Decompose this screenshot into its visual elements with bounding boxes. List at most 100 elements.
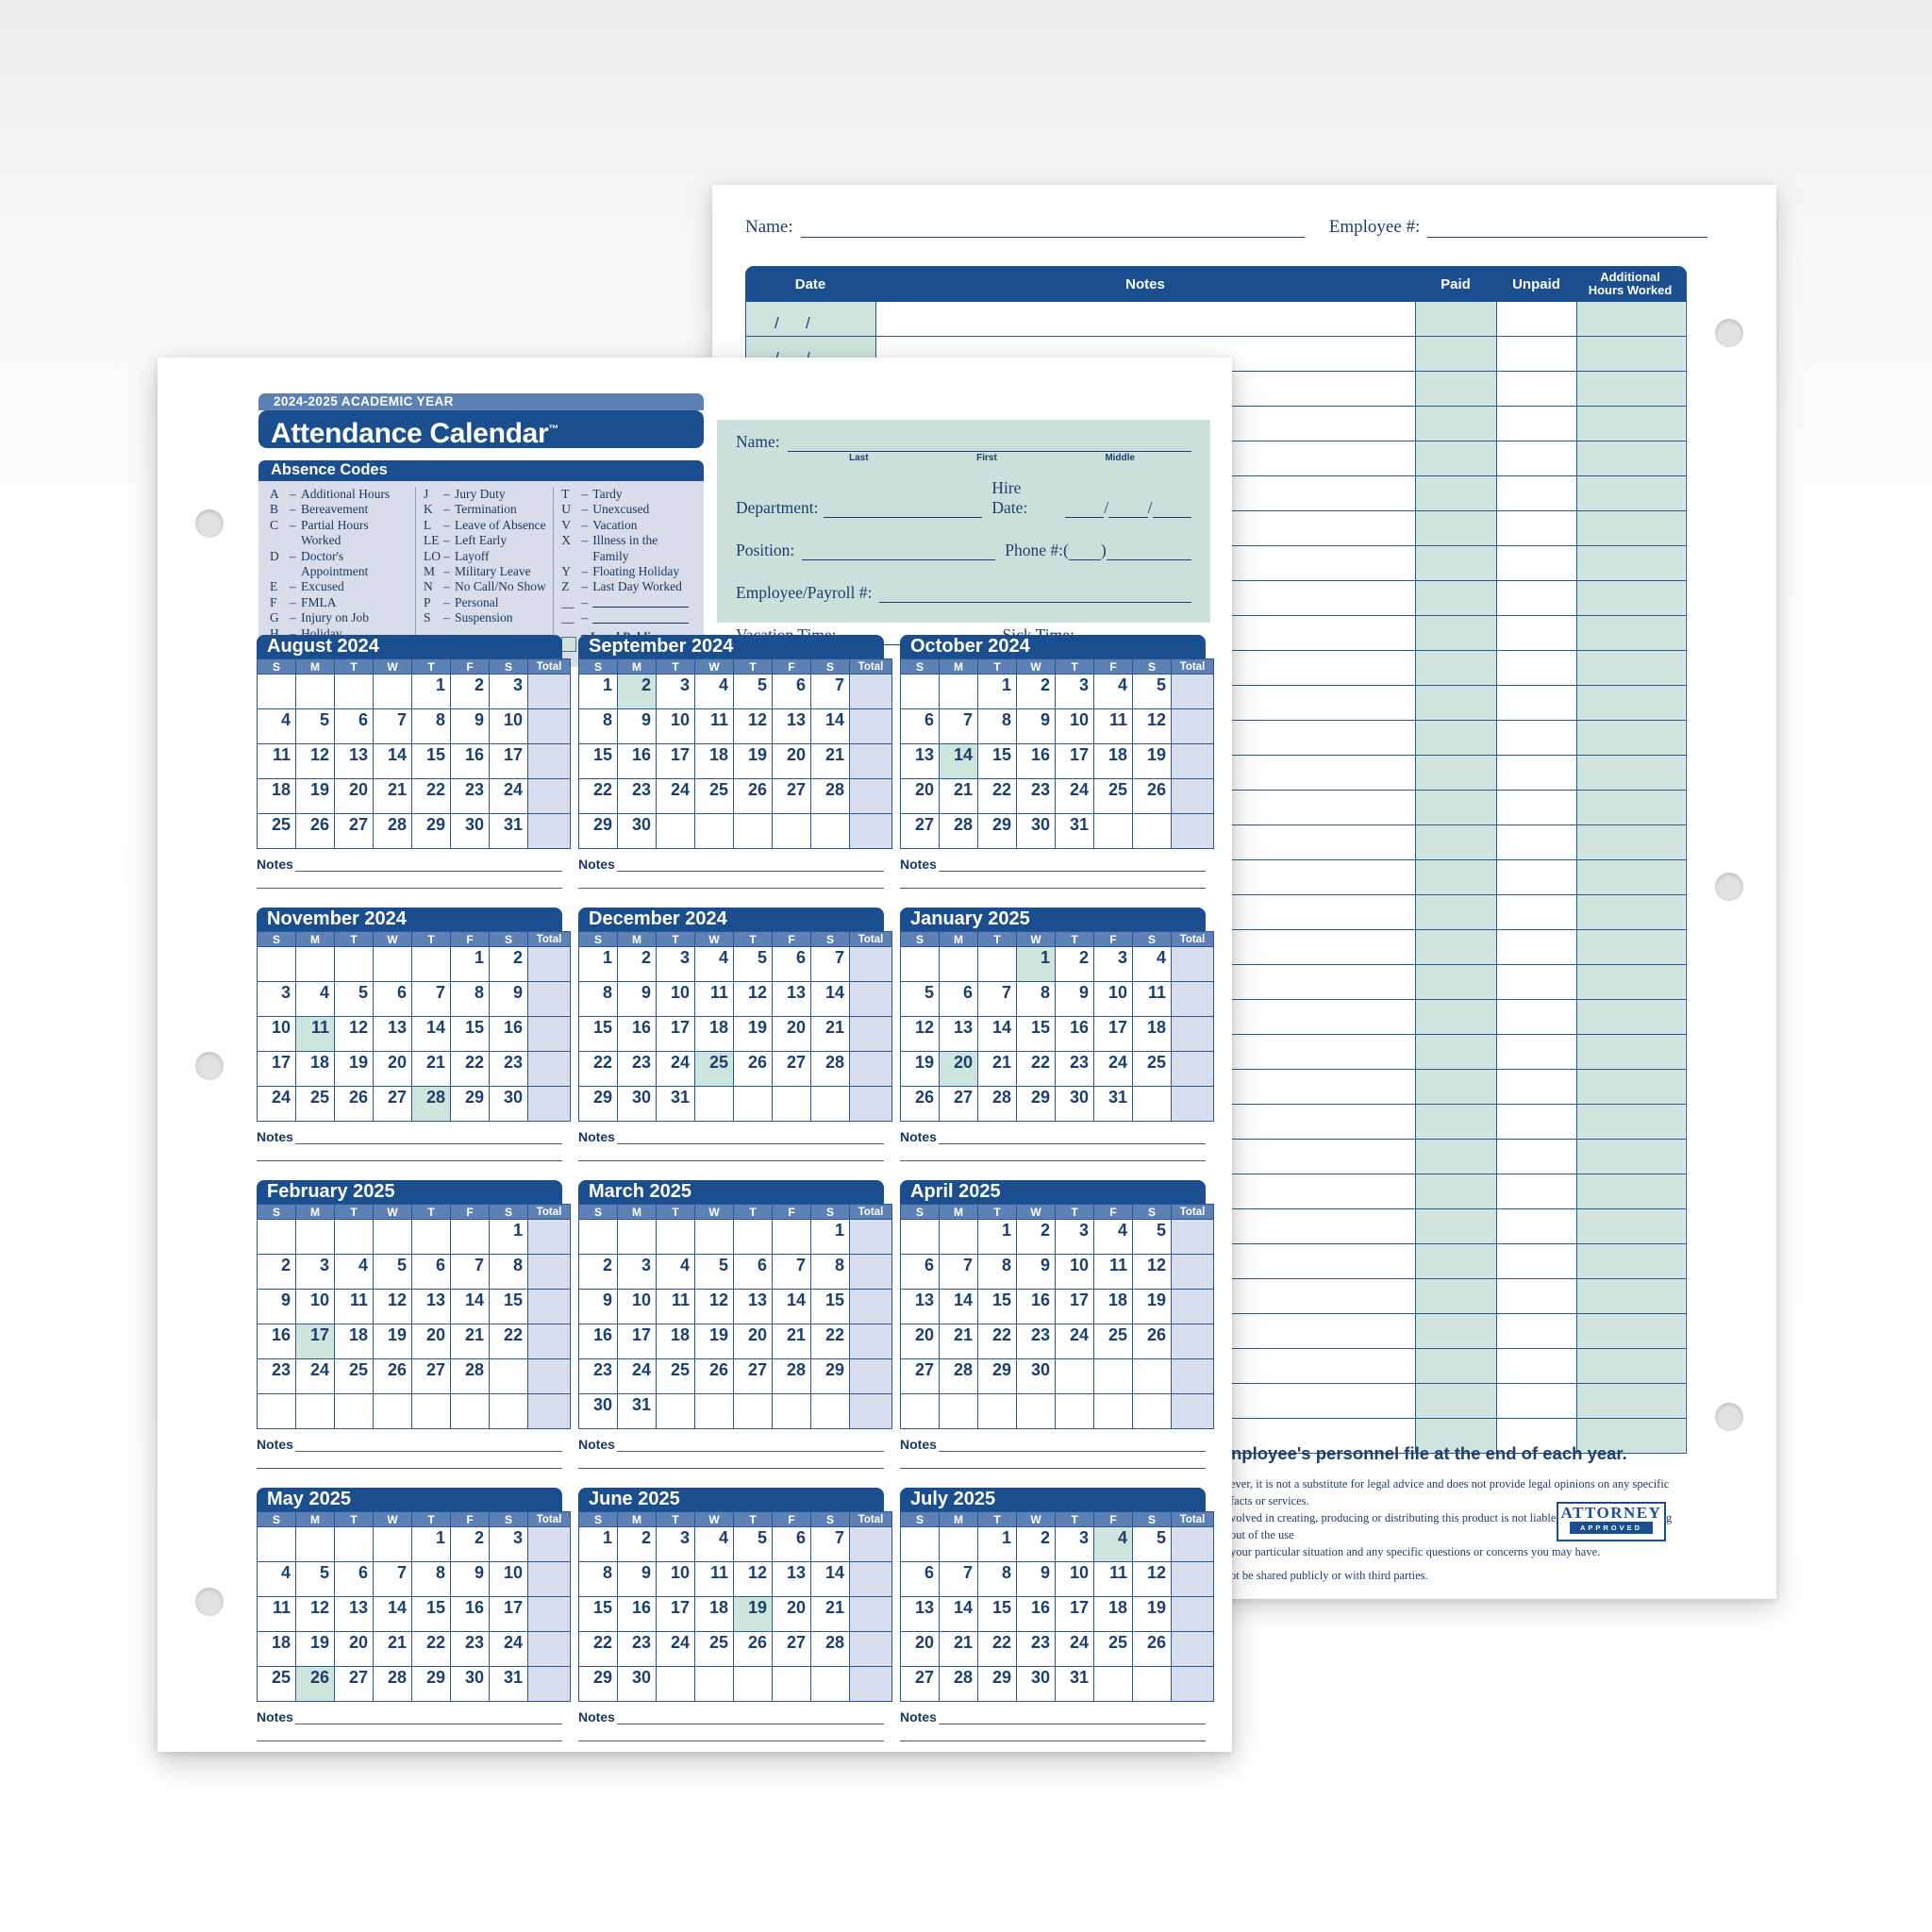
day-cell: 3 bbox=[656, 1526, 695, 1562]
day-of-week-header: S bbox=[578, 658, 618, 675]
unpaid-cell bbox=[1497, 965, 1577, 999]
day-cell bbox=[772, 1086, 811, 1122]
day-cell bbox=[257, 674, 296, 709]
day-cell: 24 bbox=[1055, 778, 1094, 814]
day-cell: 9 bbox=[1016, 708, 1056, 744]
day-cell: 13 bbox=[772, 708, 811, 744]
day-of-week-header: M bbox=[617, 1511, 657, 1527]
day-cell bbox=[1132, 1358, 1172, 1394]
day-cell bbox=[772, 1393, 811, 1429]
day-of-week-header: T bbox=[411, 1511, 451, 1527]
unpaid-cell bbox=[1497, 372, 1577, 406]
day-cell bbox=[656, 1219, 695, 1255]
additional-hours-cell bbox=[1577, 1105, 1685, 1139]
day-cell: 14 bbox=[810, 708, 850, 744]
day-cell: 5 bbox=[733, 1526, 773, 1562]
day-cell: 30 bbox=[450, 813, 490, 849]
day-cell: 10 bbox=[656, 981, 695, 1017]
day-cell: 27 bbox=[772, 1051, 811, 1087]
total-cell bbox=[849, 1289, 892, 1324]
day-cell: 11 bbox=[694, 981, 734, 1017]
absence-code-item: E – Excused bbox=[270, 579, 344, 594]
day-of-week-header: W bbox=[694, 658, 734, 675]
additional-hours-cell bbox=[1577, 511, 1685, 545]
paid-cell bbox=[1416, 616, 1497, 650]
day-cell: 9 bbox=[257, 1289, 296, 1324]
day-of-week-header: S bbox=[257, 1511, 296, 1527]
day-cell bbox=[295, 946, 335, 982]
day-of-week-header: T bbox=[411, 658, 451, 675]
day-cell: 12 bbox=[733, 1561, 773, 1597]
day-cell bbox=[733, 1666, 773, 1702]
notes-line-2 bbox=[578, 1144, 884, 1161]
total-cell bbox=[849, 946, 892, 982]
front-page-sheet: 2024-2025 ACADEMIC YEAR Attendance Calen… bbox=[158, 358, 1232, 1752]
month-title: July 2025 bbox=[900, 1488, 1206, 1511]
total-cell bbox=[849, 1631, 892, 1667]
day-of-week-header: M bbox=[939, 1511, 978, 1527]
additional-hours-cell bbox=[1577, 1349, 1685, 1383]
day-cell: 13 bbox=[373, 1016, 412, 1052]
paid-cell bbox=[1416, 1140, 1497, 1174]
day-cell: 9 bbox=[450, 708, 490, 744]
unpaid-cell bbox=[1497, 1244, 1577, 1278]
day-cell: 2 bbox=[617, 946, 657, 982]
name-label: Name: bbox=[745, 217, 793, 237]
day-cell: 23 bbox=[578, 1358, 618, 1394]
day-of-week-header: F bbox=[1093, 931, 1133, 947]
notes-line-2 bbox=[578, 1724, 884, 1741]
day-cell: 20 bbox=[733, 1324, 773, 1359]
paid-cell bbox=[1416, 930, 1497, 964]
day-cell: 10 bbox=[656, 1561, 695, 1597]
month-title: October 2024 bbox=[900, 635, 1206, 658]
month-title: May 2025 bbox=[257, 1488, 562, 1511]
additional-hours-cell bbox=[1577, 407, 1685, 441]
day-cell: 31 bbox=[617, 1393, 657, 1429]
day-cell: 28 bbox=[939, 1358, 978, 1394]
day-cell: 9 bbox=[617, 708, 657, 744]
day-cell bbox=[334, 674, 374, 709]
day-of-week-header: S bbox=[1132, 1204, 1172, 1220]
day-cell bbox=[411, 946, 451, 982]
form-department-line bbox=[824, 503, 983, 518]
day-cell: 28 bbox=[373, 1666, 412, 1702]
paid-cell bbox=[1416, 895, 1497, 929]
total-cell bbox=[527, 813, 571, 849]
month-table: S M T W T F S Total 1 2 3 4 5 6 7 8 9 10 11 12 13 14 15 16 17 18 1… bbox=[578, 1204, 892, 1429]
day-cell: 26 bbox=[1132, 1324, 1172, 1359]
unpaid-cell bbox=[1497, 1000, 1577, 1034]
day-cell: 2 bbox=[450, 1526, 490, 1562]
employee-number-label: Employee #: bbox=[1328, 217, 1421, 237]
day-cell: 7 bbox=[373, 1561, 412, 1597]
additional-hours-cell bbox=[1577, 860, 1685, 894]
day-cell: 21 bbox=[939, 1324, 978, 1359]
day-cell: 19 bbox=[1132, 1289, 1172, 1324]
day-cell: 30 bbox=[1055, 1086, 1094, 1122]
day-cell bbox=[295, 1526, 335, 1562]
day-cell: 29 bbox=[578, 1666, 618, 1702]
month-notes-row: Notes bbox=[257, 1129, 562, 1144]
additional-hours-cell bbox=[1577, 337, 1685, 371]
day-cell: 21 bbox=[939, 1631, 978, 1667]
month-notes-row: Notes bbox=[578, 1129, 884, 1144]
total-cell bbox=[527, 1086, 571, 1122]
day-cell: 11 bbox=[656, 1289, 695, 1324]
day-cell: 4 bbox=[694, 674, 734, 709]
day-cell: 5 bbox=[295, 708, 335, 744]
trademark-symbol: ™ bbox=[548, 424, 559, 435]
unpaid-cell bbox=[1497, 930, 1577, 964]
notes-label: Notes bbox=[257, 1709, 293, 1724]
additional-hours-cell bbox=[1577, 721, 1685, 755]
day-cell: 15 bbox=[977, 743, 1017, 779]
day-cell: 2 bbox=[1016, 674, 1056, 709]
day-cell: 25 bbox=[1132, 1051, 1172, 1087]
day-cell: 2 bbox=[617, 1526, 657, 1562]
day-of-week-header: Total bbox=[527, 931, 571, 947]
day-cell: 21 bbox=[977, 1051, 1017, 1087]
personnel-file-note: nployee's personnel file at the end of e… bbox=[1231, 1443, 1627, 1463]
additional-hours-cell bbox=[1577, 1035, 1685, 1069]
day-cell: 28 bbox=[810, 778, 850, 814]
absence-code-item: A – Additional Hours bbox=[270, 487, 391, 501]
unpaid-cell bbox=[1497, 441, 1577, 475]
day-of-week-header: M bbox=[939, 931, 978, 947]
